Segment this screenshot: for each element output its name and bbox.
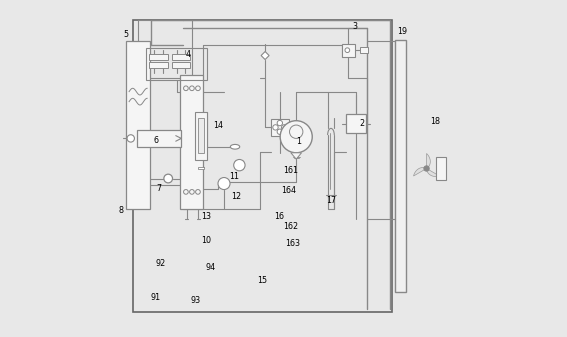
Circle shape [189,86,194,91]
Bar [198,167,204,169]
Bar [435,157,446,180]
Bar [271,119,289,136]
Bar [149,62,167,68]
Text: 164: 164 [281,186,296,195]
Circle shape [234,159,245,171]
Polygon shape [261,52,269,60]
Bar [180,75,204,209]
Ellipse shape [230,145,240,149]
Circle shape [290,125,303,139]
Circle shape [189,189,194,194]
Bar [342,44,355,57]
Text: 161: 161 [284,166,298,175]
Text: 10: 10 [201,236,211,245]
Text: 15: 15 [257,276,267,285]
Text: 17: 17 [326,196,336,205]
Text: 8: 8 [119,206,124,215]
Circle shape [277,120,282,126]
Circle shape [184,86,188,91]
Bar [194,112,208,160]
Text: 94: 94 [206,263,216,272]
Circle shape [277,129,282,134]
Circle shape [281,125,287,130]
Circle shape [164,174,172,183]
Circle shape [127,135,134,142]
Text: 14: 14 [213,121,223,129]
Text: 7: 7 [156,184,162,193]
Text: 13: 13 [201,212,211,221]
Text: 92: 92 [155,259,166,268]
Text: 163: 163 [285,239,300,248]
Polygon shape [426,153,430,168]
Bar [126,41,150,209]
Text: 11: 11 [229,172,239,181]
Circle shape [196,189,200,194]
Polygon shape [291,153,302,159]
Text: 16: 16 [274,212,285,221]
Bar [346,114,366,133]
Circle shape [424,166,429,171]
Circle shape [218,178,230,189]
Bar [146,48,206,80]
Bar [133,20,392,312]
Text: 12: 12 [231,192,241,202]
Bar [395,40,406,292]
Text: 4: 4 [186,50,191,59]
Circle shape [280,121,312,153]
Text: 19: 19 [397,27,407,36]
Text: 6: 6 [153,135,158,145]
Bar [198,118,204,153]
Text: 91: 91 [151,293,161,302]
Text: 5: 5 [123,30,128,39]
Circle shape [196,86,200,91]
Text: 3: 3 [353,22,358,31]
Text: 2: 2 [359,119,365,128]
Text: 93: 93 [191,296,201,305]
Text: 162: 162 [284,222,298,232]
Text: 1: 1 [296,137,301,146]
Polygon shape [413,167,426,176]
Circle shape [273,125,278,130]
Bar [172,62,190,68]
Bar [137,130,181,147]
Bar [149,54,167,60]
Bar [172,54,190,60]
Text: 18: 18 [430,117,441,126]
Circle shape [345,48,350,53]
Bar [361,47,368,53]
Circle shape [184,189,188,194]
Polygon shape [426,168,439,177]
